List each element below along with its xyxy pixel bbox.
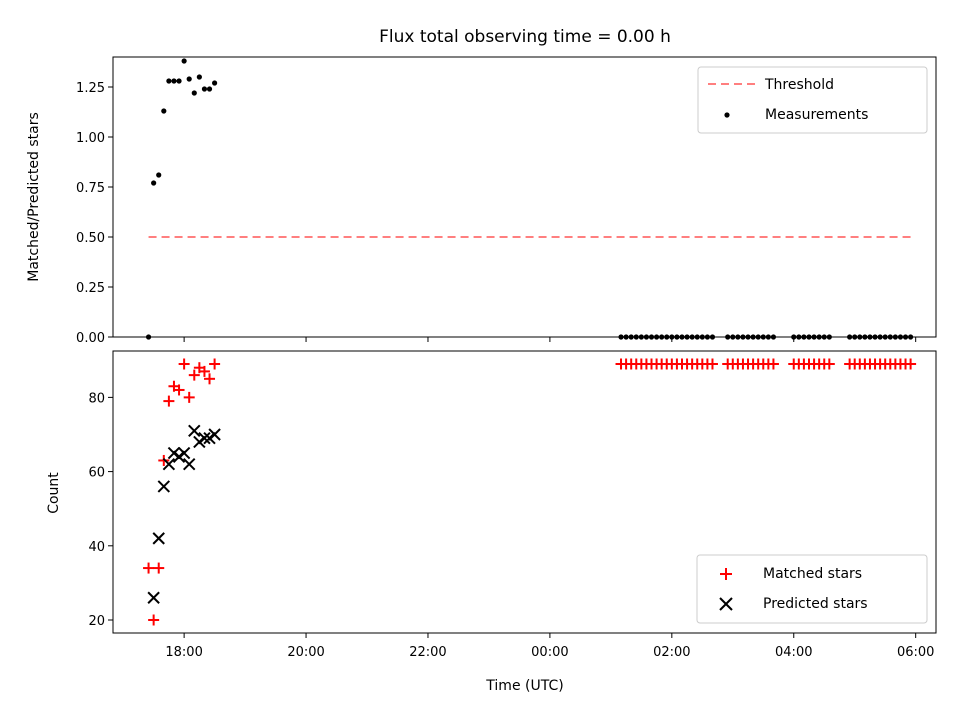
measurement-point — [166, 78, 172, 84]
bottom-plot-marks — [143, 358, 917, 626]
measurement-point — [206, 86, 213, 92]
x-tick-label: 00:00 — [531, 645, 568, 660]
measurement-point — [196, 74, 202, 80]
x-tick-label: 02:00 — [653, 645, 690, 660]
x-tick-label: 22:00 — [409, 645, 446, 660]
measurement-point — [181, 58, 187, 64]
matched-star-point — [198, 365, 210, 377]
y-tick-label: 1.00 — [76, 131, 105, 146]
predicted-legend-marker — [719, 597, 733, 611]
y-tick-label: 1.25 — [76, 81, 105, 96]
x-axis-label: Time (UTC) — [485, 678, 563, 694]
y-tick-label: 0.50 — [76, 231, 105, 246]
measurement-point — [186, 76, 192, 82]
bottom-plot-frame — [112, 350, 937, 634]
predicted-star-point — [147, 591, 160, 604]
bottom-y-axis-label: Count — [46, 472, 62, 514]
bottom-legend: Matched stars Predicted stars — [696, 554, 928, 624]
top-plot-frame — [112, 56, 937, 338]
top-panel: Flux total observing time = 0.00 h 0.000… — [26, 27, 937, 346]
predicted-legend-label: Predicted stars — [763, 596, 868, 612]
predicted-star-point — [177, 446, 191, 460]
predicted-star-point — [182, 457, 196, 471]
predicted-star-point — [157, 480, 171, 493]
measurement-point — [201, 86, 208, 92]
matched-star-point — [183, 391, 195, 403]
bottom-panel: 20 40 60 80 18:00 20:00 22:00 00:00 02:00 04:00 0… — [46, 350, 937, 694]
chart-title: Flux total observing time = 0.00 h — [379, 27, 671, 47]
top-x-axis-ticks — [183, 337, 917, 342]
measurements-legend-label: Measurements — [765, 107, 868, 123]
top-y-axis: 0.00 0.25 0.50 0.75 1.00 1.25 — [76, 81, 113, 346]
y-tick-label: 0.75 — [76, 181, 105, 196]
y-tick-label: 0.00 — [76, 331, 105, 346]
matched-star-point — [706, 358, 718, 370]
top-legend: Threshold Measurements — [697, 66, 928, 134]
matched-legend-marker — [720, 568, 732, 580]
matched-star-point — [143, 562, 155, 574]
matched-star-point — [204, 373, 216, 385]
matched-star-point — [148, 614, 160, 626]
x-tick-label: 06:00 — [897, 645, 934, 660]
matched-legend-label: Matched stars — [763, 566, 862, 582]
matched-star-point — [209, 358, 221, 370]
y-tick-label: 20 — [88, 614, 105, 629]
bottom-legend-box — [696, 554, 928, 624]
bottom-y-axis: 20 40 60 80 — [88, 391, 113, 629]
y-tick-label: 0.25 — [76, 281, 105, 296]
x-tick-label: 20:00 — [287, 645, 324, 660]
measurement-point — [161, 108, 167, 114]
x-tick-label: 04:00 — [775, 645, 812, 660]
bottom-x-axis: 18:00 20:00 22:00 00:00 02:00 04:00 06:00 — [165, 633, 934, 660]
predicted-star-point — [188, 424, 201, 437]
measurement-point — [171, 78, 177, 84]
measurement-point — [212, 80, 218, 86]
predicted-star-point — [162, 457, 176, 471]
matched-star-point — [173, 384, 185, 396]
y-tick-label: 80 — [88, 391, 105, 406]
predicted-star-point — [208, 428, 221, 441]
y-tick-label: 40 — [88, 540, 105, 555]
measurements-legend-marker — [724, 112, 730, 118]
x-tick-label: 18:00 — [165, 645, 202, 660]
matched-star-point — [188, 369, 200, 381]
threshold-legend-label: Threshold — [764, 77, 834, 93]
matched-star-point — [163, 395, 175, 407]
predicted-star-point — [152, 532, 165, 545]
top-y-axis-label: Matched/Predicted stars — [26, 112, 42, 282]
matched-star-point — [767, 358, 779, 370]
measurement-point — [191, 90, 197, 96]
y-tick-label: 60 — [88, 466, 105, 481]
matched-star-point — [905, 358, 917, 370]
matched-star-point — [823, 358, 835, 370]
measurement-point — [151, 180, 157, 186]
top-legend-box — [697, 66, 928, 134]
matched-star-point — [153, 562, 165, 574]
measurement-point — [156, 172, 162, 178]
predicted-star-point — [198, 431, 211, 445]
measurement-point — [176, 78, 182, 84]
matched-star-point — [178, 358, 190, 370]
